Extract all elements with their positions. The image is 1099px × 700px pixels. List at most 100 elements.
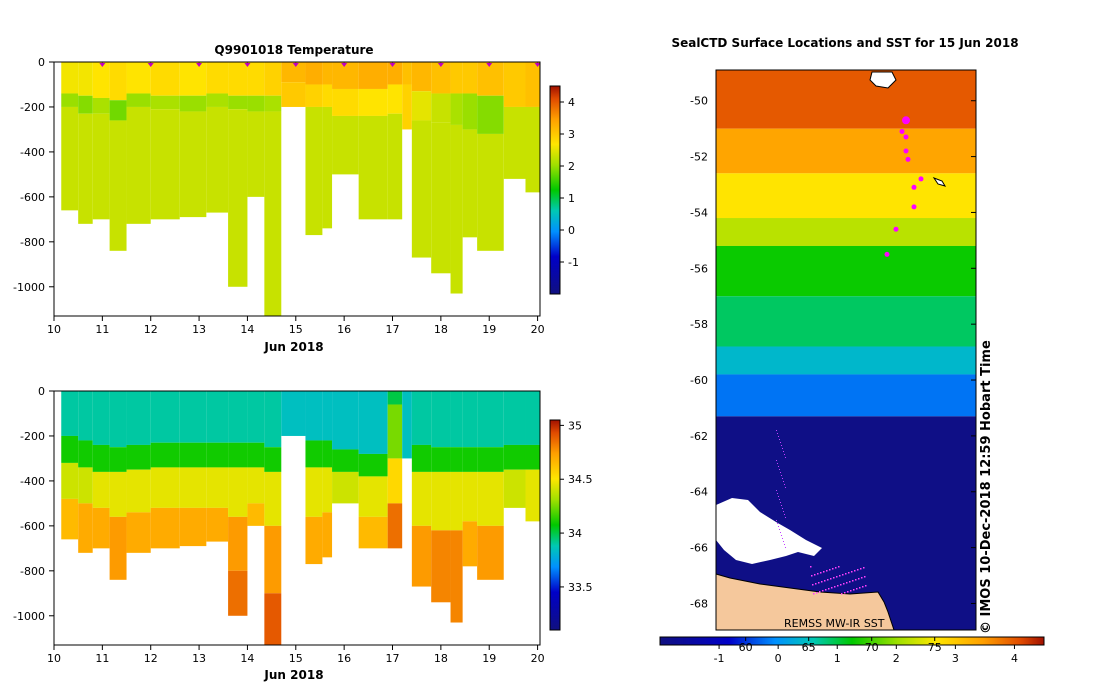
- salinity-cell: [206, 467, 229, 508]
- temperature-cell: [305, 106, 323, 236]
- seal-track-dot: [858, 578, 860, 580]
- seal-track-dot: [856, 588, 858, 590]
- temperature-cell: [358, 88, 388, 116]
- temperature-cell: [92, 97, 110, 114]
- salinity-cell: [503, 391, 526, 445]
- temperature-cell: [247, 62, 265, 96]
- salinity-cell: [61, 498, 79, 540]
- salinity-cell: [247, 467, 265, 504]
- salinity-cell: [126, 391, 151, 445]
- seal-track-dot: [817, 573, 819, 575]
- salinity-plot-frame: [53, 390, 541, 646]
- sst-colorbar-tick-label: 3: [952, 652, 959, 665]
- temperature-cell: [78, 113, 93, 224]
- seal-track-dot: [784, 454, 785, 455]
- salinity-colorbar: [549, 419, 561, 631]
- sst-colorbar-tick-label: 0: [775, 652, 782, 665]
- salinity-cell: [305, 440, 323, 468]
- sst-band: [716, 374, 976, 417]
- temperature-cell: [358, 62, 388, 89]
- temperature-cell: [411, 120, 432, 258]
- sst-y-tick-label: -54: [690, 206, 708, 219]
- temperature-cell: [179, 95, 207, 112]
- salinity-cell: [228, 516, 248, 571]
- temperature-markers: [99, 62, 541, 67]
- salinity-cell: [450, 447, 463, 472]
- seal-position: [893, 226, 899, 232]
- temperature-cell: [477, 62, 504, 96]
- sst-y-tick-label: -56: [690, 262, 708, 275]
- seal-track-dot: [812, 584, 814, 586]
- salinity-cell: [61, 435, 79, 463]
- temperature-cell: [92, 113, 110, 220]
- seal-track-dot: [777, 493, 778, 494]
- salinity-cell: [247, 442, 265, 468]
- sst-y-tick-label: -60: [690, 374, 708, 387]
- salinity-cell: [477, 391, 504, 448]
- salinity-cell: [78, 467, 93, 504]
- seal-track-dot: [810, 566, 812, 568]
- seal-positions: [884, 116, 924, 257]
- seal-track-dot: [826, 570, 828, 572]
- seal-track-dot: [819, 591, 821, 593]
- temperature-cell: [264, 62, 282, 96]
- temperature-x-tick-label: 10: [47, 323, 61, 336]
- temperature-y-tick-label: -200: [20, 101, 45, 114]
- profile-marker: [196, 63, 203, 67]
- sst-colorbar-tick-label: 2: [893, 652, 900, 665]
- salinity-cell: [92, 507, 110, 549]
- temperature-colorbar-tick-label: 0: [568, 224, 575, 237]
- salinity-cell: [332, 449, 359, 472]
- temperature-cell: [450, 93, 463, 125]
- seal-track-dot: [777, 433, 778, 434]
- temperature-cell: [264, 95, 282, 112]
- salinity-y-tick-label: -1000: [13, 610, 45, 623]
- salinity-cell: [411, 525, 432, 587]
- temperature-x-tick-label: 19: [482, 323, 496, 336]
- temperature-y-tick-label: -800: [20, 236, 45, 249]
- salinity-x-tick-label: 17: [386, 652, 400, 665]
- salinity-xlabel: Jun 2018: [263, 668, 323, 682]
- temperature-cell: [247, 95, 265, 112]
- temperature-x-tick-label: 12: [144, 323, 158, 336]
- salinity-cell: [228, 570, 248, 616]
- seal-track-dot: [815, 583, 817, 585]
- temperature-panel: Q9901018 Temperature 10 11 12 13 14 15 16 17 18 1…: [13, 43, 579, 354]
- sst-y-tick-label: -52: [690, 151, 708, 164]
- sst-map-title: SealCTD Surface Locations and SST for 15…: [671, 36, 1018, 50]
- seal-track-dot: [785, 517, 786, 518]
- seal-track-dot: [835, 567, 837, 569]
- salinity-cell: [179, 391, 207, 443]
- salinity-cell: [450, 471, 463, 531]
- seal-track-dot: [844, 592, 846, 594]
- seal-track-dot: [857, 569, 859, 571]
- temperature-x-tick-label: 17: [386, 323, 400, 336]
- salinity-cell: [358, 391, 388, 454]
- salinity-cell: [332, 391, 359, 450]
- salinity-y-tick-label: -200: [20, 430, 45, 443]
- seal-track-dot: [859, 587, 861, 589]
- seal-track-dot: [778, 526, 779, 527]
- seal-track-dot: [832, 568, 834, 570]
- seal-track-dot: [860, 568, 862, 570]
- salinity-cell: [411, 444, 432, 472]
- temperature-cell: [477, 95, 504, 134]
- seal-track-dot: [777, 463, 778, 464]
- temperature-cell: [387, 62, 403, 85]
- salinity-cell: [462, 391, 478, 448]
- salinity-x-tick-label: 10: [47, 652, 61, 665]
- salinity-x-tick-label: 20: [531, 652, 545, 665]
- temperature-x-tick-label: 15: [289, 323, 303, 336]
- temperature-y-tick-label: 0: [38, 56, 45, 69]
- salinity-cell: [387, 391, 403, 405]
- seal-track-dot: [811, 575, 813, 577]
- temperature-x-tick-label: 16: [337, 323, 351, 336]
- salinity-cell: [78, 391, 93, 441]
- temperature-cell: [462, 62, 478, 94]
- salinity-cell: [264, 525, 282, 594]
- temperature-title: Q9901018 Temperature: [214, 43, 373, 57]
- salinity-cell: [322, 440, 333, 468]
- salinity-cell: [109, 391, 127, 448]
- sst-colorbar-ticks: -1 0 1 2 3 4 60 65 70 75: [714, 637, 1018, 665]
- seal-track-dot: [833, 577, 835, 579]
